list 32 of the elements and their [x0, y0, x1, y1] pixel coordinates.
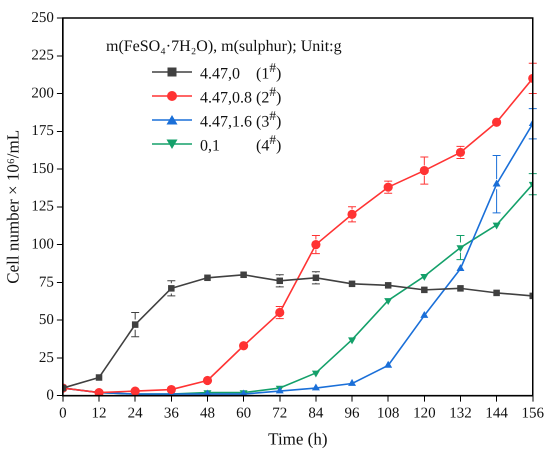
x-tick-label: 120: [413, 406, 436, 422]
x-tick-label: 60: [236, 406, 252, 422]
y-tick-label: 125: [31, 198, 54, 215]
x-tick-label: 12: [92, 406, 107, 422]
legend-title: m(FeSO₄·7H₂O), m(sulphur); Unit:g: [106, 38, 342, 56]
y-tick-label: 25: [38, 350, 54, 366]
x-tick-label: 0: [59, 406, 67, 422]
y-tick-label: 200: [31, 85, 54, 102]
x-tick-label: 144: [485, 406, 508, 422]
x-tick-label: 156: [522, 406, 544, 422]
legend-label: 4.47,1.6 (3$^{#}$): [200, 108, 282, 132]
x-tick-label: 108: [376, 406, 400, 422]
x-tick-label: 24: [128, 406, 144, 422]
y-tick-label: 50: [38, 312, 54, 328]
y-tick-label: 225: [31, 48, 54, 64]
x-tick-label: 72: [272, 406, 288, 422]
legend-label: 4.47,0 (1$^{#}$): [200, 60, 282, 84]
legend-label: 4.47,0.8 (2$^{#}$): [200, 84, 282, 108]
y-tick-label: 0: [46, 388, 54, 404]
y-tick-label: 250: [31, 10, 54, 26]
legend-label: 0,1 (4$^{#}$): [200, 132, 282, 156]
y-tick-label: 75: [38, 274, 54, 290]
x-tick-label: 96: [344, 406, 360, 422]
y-tick-label: 175: [31, 123, 54, 140]
y-tick-label: 100: [31, 236, 54, 252]
x-tick-label: 84: [308, 406, 324, 422]
x-tick-label: 48: [200, 406, 215, 422]
y-tick-label: 150: [31, 160, 54, 177]
y-axis-title: Cell number × 10⁶/mL: [4, 130, 23, 284]
x-tick-label: 36: [164, 406, 180, 422]
x-tick-label: 132: [449, 406, 472, 422]
x-axis-title: Time (h): [268, 429, 328, 448]
